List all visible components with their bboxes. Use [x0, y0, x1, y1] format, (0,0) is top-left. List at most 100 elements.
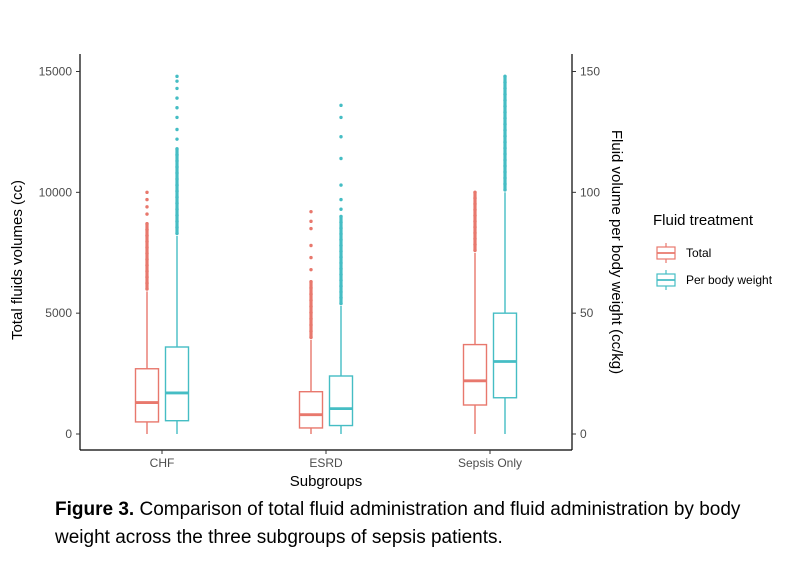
box-per-body-weight — [328, 103, 354, 434]
outlier-point — [473, 213, 477, 218]
outlier-point — [145, 245, 149, 250]
axes: 0 5000 10000 15000 0 50 100 150 CHF ESRD Sepsis On… — [39, 54, 600, 470]
x-tick-label: Sepsis Only — [458, 456, 522, 470]
outlier-point — [145, 212, 149, 216]
outlier-point — [339, 267, 343, 271]
outlier-point — [473, 219, 477, 224]
plot-area — [134, 74, 518, 434]
outlier-point — [175, 219, 179, 224]
outlier-point — [175, 171, 179, 175]
outlier-point — [503, 146, 507, 150]
outlier-point — [175, 159, 179, 163]
outlier-point — [309, 298, 313, 302]
outlier-point — [175, 74, 179, 79]
outlier-point — [339, 220, 343, 224]
outlier-point — [145, 233, 149, 238]
outlier-point — [175, 177, 179, 181]
outlier-point — [145, 239, 149, 244]
legend-label: Total — [686, 246, 711, 260]
outlier-point — [503, 140, 507, 144]
box-iqr — [164, 346, 190, 422]
y-tick-label-left: 10000 — [39, 185, 73, 199]
outlier-point — [339, 207, 343, 211]
caption-text: Comparison of total fluid administration… — [55, 499, 741, 548]
outlier-point — [503, 170, 507, 174]
outlier-point — [473, 225, 477, 229]
outlier-point — [339, 214, 343, 219]
outlier-point — [309, 255, 313, 260]
outlier-point — [339, 278, 343, 282]
y-tick-label-right: 50 — [580, 306, 594, 320]
y-tick-label-right: 100 — [580, 185, 600, 199]
caption-label: Figure 3. — [55, 499, 135, 520]
outlier-point — [503, 86, 507, 90]
outlier-point — [503, 188, 507, 192]
outlier-point — [175, 183, 179, 187]
y-tick-label-right: 150 — [580, 65, 600, 79]
outlier-point — [175, 86, 179, 91]
outlier-point — [503, 134, 507, 138]
legend: Fluid treatment Total Per body weight — [653, 212, 773, 290]
outlier-point — [339, 255, 343, 259]
outlier-point — [503, 176, 507, 180]
outlier-point — [339, 284, 343, 288]
outlier-point — [339, 197, 343, 202]
outlier-point — [145, 257, 149, 262]
outlier-point — [339, 243, 343, 248]
legend-key-total — [656, 243, 676, 263]
outlier-point — [339, 103, 343, 108]
outlier-point — [309, 292, 313, 296]
outlier-point — [175, 137, 179, 141]
y-tick-label-left: 5000 — [45, 306, 72, 320]
y-axis-title-left: Total fluids volumes (cc) — [9, 180, 26, 340]
outlier-point — [175, 127, 179, 132]
outlier-point — [503, 110, 507, 114]
outlier-point — [175, 201, 179, 205]
y-tick-label-left: 0 — [65, 427, 72, 441]
box-total — [298, 209, 324, 434]
outlier-point — [309, 335, 313, 340]
outlier-point — [145, 205, 149, 209]
outlier-point — [145, 281, 149, 285]
box-iqr — [462, 343, 488, 406]
outlier-point — [503, 122, 507, 126]
boxplot-chart: 0 5000 10000 15000 0 50 100 150 CHF ESRD Sepsis On… — [9, 54, 773, 490]
outlier-point — [175, 213, 179, 217]
outlier-point — [145, 263, 149, 267]
box-total — [462, 190, 488, 434]
y-tick-label-right: 0 — [580, 427, 587, 441]
outlier-point — [145, 251, 149, 256]
outlier-point — [503, 104, 507, 108]
outlier-point — [503, 182, 507, 186]
outlier-point — [145, 227, 149, 232]
box-iqr — [328, 375, 354, 427]
outlier-point — [309, 219, 313, 224]
x-tick-label: ESRD — [309, 456, 343, 470]
box-iqr — [298, 391, 324, 429]
box-per-body-weight — [492, 74, 518, 434]
outlier-point — [473, 202, 477, 206]
y-tick-label-left: 15000 — [39, 65, 73, 79]
outlier-point — [145, 190, 149, 195]
outlier-point — [473, 196, 477, 200]
outlier-point — [339, 156, 343, 161]
outlier-point — [473, 248, 477, 253]
outlier-point — [175, 153, 179, 157]
box-iqr — [134, 368, 160, 423]
outlier-point — [473, 208, 477, 212]
outlier-point — [503, 164, 507, 168]
outlier-point — [503, 152, 507, 156]
outlier-point — [175, 225, 179, 230]
outlier-point — [175, 106, 179, 110]
outlier-point — [309, 243, 313, 248]
outlier-point — [503, 80, 507, 85]
outlier-point — [339, 115, 343, 120]
x-axis-title: Subgroups — [290, 473, 363, 490]
outlier-point — [145, 287, 149, 291]
outlier-point — [175, 115, 179, 120]
outlier-point — [309, 280, 313, 284]
outlier-point — [309, 323, 313, 327]
outlier-point — [309, 310, 313, 315]
legend-key-per-body-weight — [656, 270, 676, 290]
outlier-point — [175, 79, 179, 83]
